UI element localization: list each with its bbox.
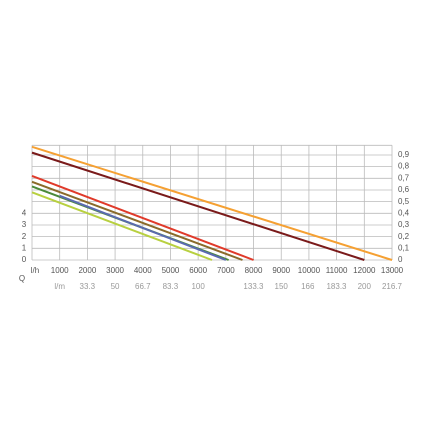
data-line [31, 180, 243, 261]
y-tick-label: 0,3 [398, 220, 410, 229]
x-tick-label: 11000 [326, 266, 348, 275]
x-tick-label: 12000 [353, 266, 376, 275]
x2-tick-label: 83.3 [163, 282, 179, 291]
x-tick-label: 13000 [381, 266, 404, 275]
y-tick-label: 0,8 [398, 162, 410, 171]
data-line [59, 194, 227, 261]
x-tick-label: 8000 [245, 266, 263, 275]
x-tick-label: 7000 [217, 266, 235, 275]
x2-tick-label: 216.7 [382, 282, 403, 291]
data-line [31, 191, 213, 261]
y2-tick-label: 2 [22, 232, 27, 241]
y-tick-label: 0,4 [398, 208, 410, 217]
y-tick-label: 0,5 [398, 197, 410, 206]
x-tick-label: 2000 [78, 266, 96, 275]
x-tick-label: 4000 [134, 266, 152, 275]
x2-axis-label: Q [19, 274, 25, 283]
y-tick-label: 0,7 [398, 173, 410, 182]
y-tick-label: 0,2 [398, 232, 410, 241]
x-tick-label: 1000 [51, 266, 69, 275]
x-tick-label: 10000 [298, 266, 321, 275]
x2-tick-label: 166 [301, 282, 315, 291]
y-tick-label: 0,6 [398, 185, 410, 194]
data-line [31, 145, 393, 261]
x2-tick-label: 100 [191, 282, 205, 291]
x-tick-label: 5000 [162, 266, 180, 275]
x2-tick-label: 200 [358, 282, 372, 291]
y2-tick-label: 4 [22, 208, 27, 217]
y2-tick-label: 0 [22, 255, 27, 264]
x2-tick-label: 150 [275, 282, 289, 291]
data-line [31, 175, 254, 261]
x2-tick-label: 50 [111, 282, 120, 291]
x2-tick-label: l/m [54, 282, 65, 291]
y-tick-label: 0 [398, 255, 403, 264]
x-tick-label: 9000 [272, 266, 290, 275]
x-tick-label: 6000 [189, 266, 207, 275]
x-tick-label: 3000 [106, 266, 124, 275]
y2-tick-label: 1 [22, 243, 27, 252]
x2-tick-label: 183.3 [326, 282, 347, 291]
x2-tick-label: 33.3 [80, 282, 96, 291]
x-tick-label: l/h [31, 266, 39, 275]
y-tick-label: 0,9 [398, 150, 410, 159]
y2-tick-label: 3 [22, 220, 27, 229]
x2-tick-label: 133.3 [243, 282, 264, 291]
y-tick-label: 0,1 [398, 243, 410, 252]
data-line [31, 151, 365, 261]
x2-tick-label: 66.7 [135, 282, 151, 291]
